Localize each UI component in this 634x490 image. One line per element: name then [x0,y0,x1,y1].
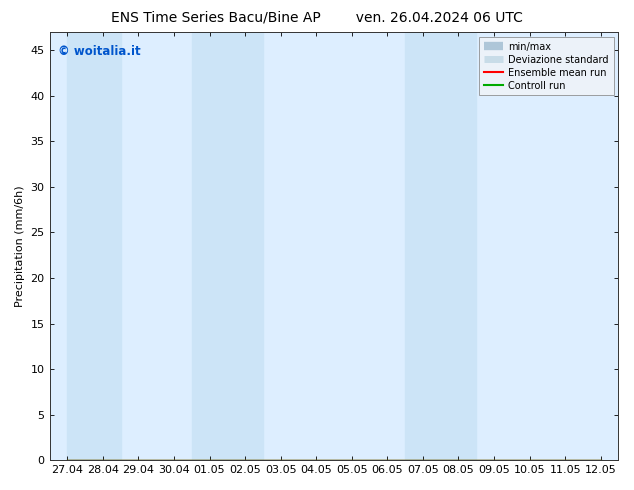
Bar [405,32,476,460]
Bar [67,32,120,460]
Y-axis label: Precipitation (mm/6h): Precipitation (mm/6h) [15,185,25,307]
Text: © woitalia.it: © woitalia.it [58,45,141,58]
Text: ENS Time Series Bacu/Bine AP        ven. 26.04.2024 06 UTC: ENS Time Series Bacu/Bine AP ven. 26.04.… [111,11,523,25]
Bar [191,32,263,460]
Legend: min/max, Deviazione standard, Ensemble mean run, Controll run: min/max, Deviazione standard, Ensemble m… [479,37,614,96]
